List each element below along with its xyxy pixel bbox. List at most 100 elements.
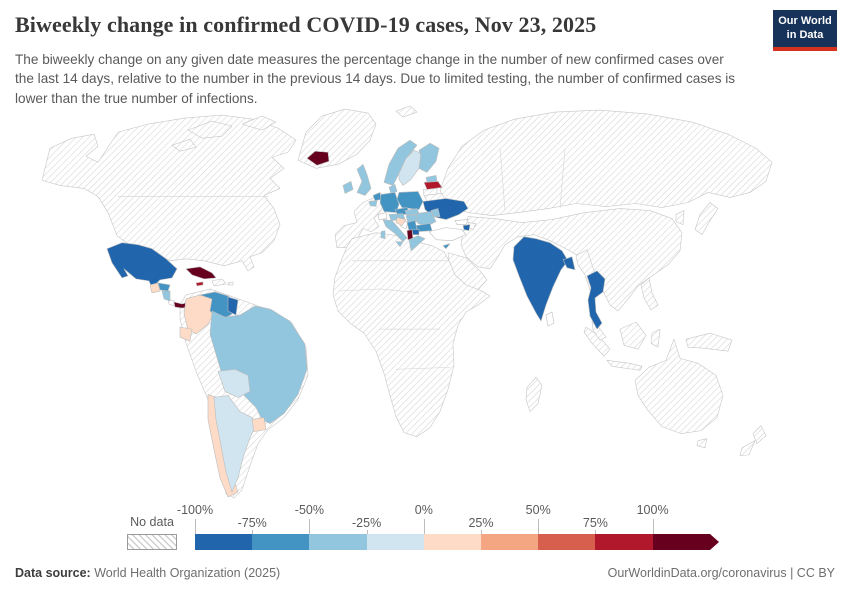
country-sri-lanka[interactable] (545, 311, 555, 327)
legend-tick-line (366, 530, 368, 534)
legend-tick-label: -50% (294, 503, 324, 517)
no-data-swatch[interactable] (127, 534, 177, 550)
owid-logo[interactable]: Our World in Data (773, 10, 837, 51)
country-italy[interactable] (380, 219, 408, 248)
country-africa[interactable] (332, 232, 491, 437)
legend-tick-line (252, 530, 254, 534)
country-arctic-islands[interactable] (171, 138, 197, 152)
country-netherlands[interactable] (372, 192, 382, 201)
legend-bin-6[interactable] (538, 534, 596, 550)
country-north-america[interactable] (41, 114, 297, 272)
map-legend: No data -100% -75% -50% -25% 0% 25% 50% 75% 100% (0, 503, 850, 555)
legend-tick-line (423, 519, 425, 534)
country-norway[interactable] (383, 139, 418, 186)
owid-logo-line1: Our World (778, 15, 832, 27)
country-puerto-rico[interactable] (227, 281, 234, 286)
country-guatemala[interactable] (149, 282, 161, 294)
country-cuba[interactable] (185, 266, 217, 280)
country-romania[interactable] (415, 211, 437, 226)
country-thailand[interactable] (586, 270, 606, 330)
country-svalbard[interactable] (395, 105, 418, 118)
data-source-value: World Health Organization (2025) (90, 566, 281, 580)
legend-bin-5[interactable] (480, 534, 539, 550)
legend-tick-label: 75% (582, 516, 608, 530)
country-moldova[interactable] (430, 208, 441, 217)
country-philippines[interactable] (640, 277, 659, 311)
legend-bin-4[interactable] (423, 534, 481, 550)
legend-bin-3[interactable] (366, 534, 424, 550)
country-north-macedonia[interactable] (411, 229, 420, 235)
country-uruguay[interactable] (251, 417, 267, 432)
country-germany[interactable] (379, 192, 400, 213)
country-new-guinea[interactable] (685, 332, 733, 352)
country-bangladesh[interactable] (562, 256, 576, 271)
country-latvia[interactable] (423, 181, 443, 190)
country-serbia[interactable] (406, 220, 418, 231)
country-ecuador[interactable] (179, 326, 193, 342)
country-central-asia-china[interactable] (460, 208, 683, 312)
country-denmark[interactable] (388, 184, 398, 194)
country-ireland[interactable] (342, 181, 354, 194)
country-hispaniola[interactable] (211, 278, 227, 287)
country-armenia[interactable] (462, 224, 471, 231)
country-poland[interactable] (396, 191, 424, 210)
data-source: Data source: World Health Organization (… (15, 566, 280, 580)
legend-bin-0[interactable] (195, 534, 253, 550)
legend-tick-label: 50% (525, 503, 551, 517)
legend-tick-label: -100% (176, 503, 214, 517)
country-arctic-islands[interactable] (187, 120, 233, 139)
legend-tick-line (652, 519, 654, 534)
country-new-zealand[interactable] (752, 425, 767, 444)
country-bolivia[interactable] (217, 369, 251, 398)
legend-tick-label: -75% (237, 516, 267, 530)
country-georgia[interactable] (454, 219, 469, 225)
country-united-kingdom[interactable] (356, 164, 372, 196)
world-choropleth-map[interactable] (0, 103, 850, 505)
legend-bin-2[interactable] (309, 534, 367, 550)
legend-tick-label: 0% (414, 503, 433, 517)
legend-segments (195, 534, 719, 550)
data-source-label: Data source: (15, 566, 91, 580)
country-croatia[interactable] (395, 217, 407, 226)
legend-color-bar[interactable]: -100% -75% -50% -25% 0% 25% 50% 75% 100% (177, 503, 735, 555)
country-venezuela[interactable] (199, 291, 236, 322)
country-japan[interactable] (694, 202, 719, 235)
country-russia[interactable] (439, 109, 773, 216)
legend-tick-line (195, 519, 196, 534)
country-iceland[interactable] (306, 150, 330, 166)
country-south-korea[interactable] (675, 210, 685, 225)
license-link[interactable]: OurWorldinData.org/coronavirus | CC BY (607, 566, 835, 580)
legend-bin-7[interactable] (595, 534, 653, 550)
country-greece[interactable] (408, 235, 426, 252)
country-tasmania[interactable] (696, 438, 708, 449)
country-nicaragua[interactable] (161, 290, 171, 302)
legend-tick-label: 100% (636, 503, 669, 517)
country-australia[interactable] (634, 338, 724, 434)
chart-subtitle: The biweekly change on any given date me… (15, 52, 736, 106)
country-sulawesi[interactable] (650, 328, 661, 348)
country-india[interactable] (512, 236, 569, 322)
legend-arrow-tip (709, 534, 719, 550)
interior-borders (118, 148, 566, 370)
country-java[interactable] (606, 359, 643, 371)
country-guyana[interactable] (227, 296, 239, 316)
country-cyprus[interactable] (442, 243, 451, 250)
owid-logo-line2: in Data (786, 28, 824, 41)
country-borneo[interactable] (619, 321, 647, 350)
country-new-zealand[interactable] (739, 440, 756, 457)
legend-tick-line (309, 519, 311, 534)
legend-tick-line (595, 530, 597, 534)
legend-bin-8[interactable] (652, 534, 710, 550)
page-title: Biweekly change in confirmed COVID-19 ca… (15, 12, 597, 37)
country-finland[interactable] (418, 142, 440, 173)
country-switzerland[interactable] (377, 212, 388, 220)
country-argentina[interactable] (213, 395, 258, 493)
country-turkey[interactable] (428, 227, 467, 241)
country-madagascar[interactable] (525, 377, 543, 412)
country-arctic-islands[interactable] (241, 115, 277, 131)
country-belgium[interactable] (368, 200, 378, 207)
legend-bin-1[interactable] (252, 534, 310, 550)
country-jamaica[interactable] (195, 281, 204, 287)
country-honduras[interactable] (157, 282, 171, 292)
legend-tick-label: 25% (468, 516, 494, 530)
